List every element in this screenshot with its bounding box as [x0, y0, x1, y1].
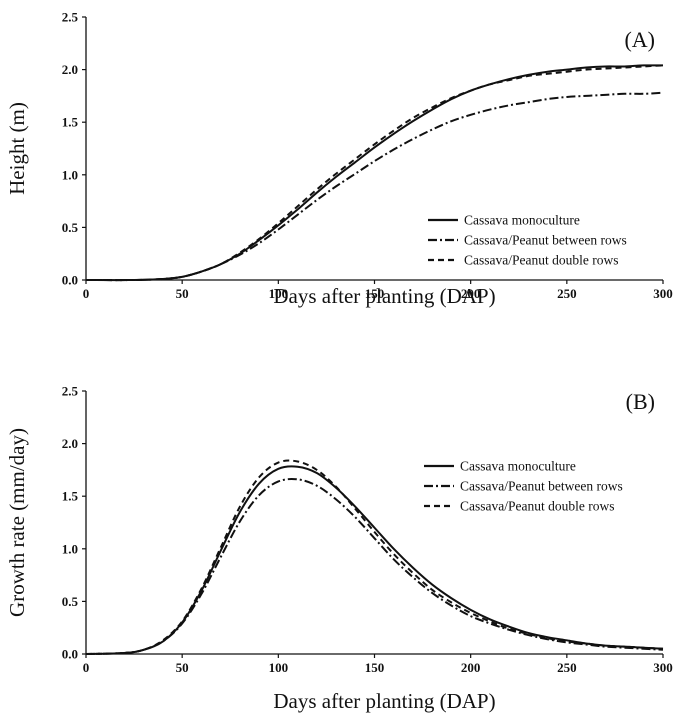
legend-label: Cassava/Peanut between rows	[464, 233, 627, 248]
series-line-dashdot	[85, 478, 664, 655]
panel-b-growth-rate-chart: 0 50 100 150 200 250 300 0.0 0.5 1.0 1.5 2.0 2.5 Days…	[5, 384, 673, 714]
legend-label: Cassava/Peanut between rows	[460, 479, 623, 494]
x-tick-label: 300	[653, 286, 673, 301]
x-tick-label: 250	[557, 286, 577, 301]
y-tick-label: 1.5	[62, 489, 79, 504]
legend-label: Cassava/Peanut double rows	[464, 253, 618, 268]
panel-label: (A)	[624, 27, 655, 52]
x-tick-label: 150	[365, 286, 385, 301]
y-tick-label: 2.0	[62, 62, 78, 77]
y-tick-label: 2.5	[62, 384, 79, 399]
x-tick-label: 150	[365, 660, 385, 675]
x-tick-label: 300	[653, 660, 673, 675]
y-tick-label: 0.0	[62, 647, 78, 662]
panel-a-height-chart: 0 50 100 150 200 250 300 0.0 0.5 1.0 1.5 2.0 2.5 Days…	[5, 10, 673, 309]
legend-label: Cassava/Peanut double rows	[460, 499, 614, 514]
series-line-dashed	[85, 459, 664, 655]
x-tick-label: 250	[557, 660, 577, 675]
x-tick-label: 50	[176, 286, 189, 301]
y-tick-label: 0.5	[62, 594, 79, 609]
series-line-dashdot	[85, 91, 664, 282]
x-tick-label: 0	[83, 286, 90, 301]
series-line-solid	[85, 465, 664, 655]
x-tick-label: 0	[83, 660, 90, 675]
x-tick-label: 200	[461, 286, 481, 301]
x-tick-label: 100	[269, 660, 289, 675]
x-axis-label: Days after planting (DAP)	[273, 689, 495, 713]
y-tick-label: 1.0	[62, 541, 78, 556]
y-tick-label: 1.0	[62, 167, 78, 182]
y-tick-label: 0.5	[62, 220, 79, 235]
y-axis-label: Height (m)	[5, 102, 29, 195]
y-tick-label: 1.5	[62, 115, 79, 130]
y-axis-label: Growth rate (mm/day)	[5, 428, 29, 617]
y-tick-label: 0.0	[62, 273, 78, 288]
series-line-dashed	[85, 64, 664, 282]
x-tick-label: 200	[461, 660, 481, 675]
x-tick-label: 100	[269, 286, 289, 301]
legend-label: Cassava monoculture	[464, 213, 580, 228]
panel-label: (B)	[626, 389, 655, 414]
y-tick-label: 2.0	[62, 436, 78, 451]
series-line-solid	[85, 64, 664, 282]
legend-label: Cassava monoculture	[460, 459, 576, 474]
x-axis-label: Days after planting (DAP)	[273, 284, 495, 308]
x-tick-label: 50	[176, 660, 189, 675]
y-tick-label: 2.5	[62, 10, 79, 25]
